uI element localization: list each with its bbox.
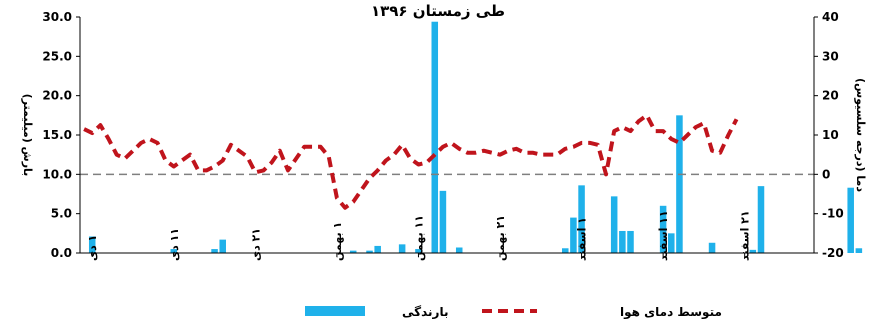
precipitation-bar: [366, 250, 373, 253]
y-tick-left-label: 30.0: [42, 10, 72, 24]
y-tick-right-label: 20: [822, 89, 839, 103]
x-tick-label: ۱۱ اسفند: [657, 210, 670, 261]
y-tick-right-label: -20: [822, 246, 844, 260]
precipitation-bar: [439, 190, 447, 253]
precipitation-bar: [619, 230, 626, 253]
temperature-series-line: [83, 113, 739, 210]
precipitation-bar: [398, 244, 406, 253]
legend-bar-swatch: [305, 306, 365, 316]
precipitation-bar: [455, 247, 463, 253]
precipitation-bar: [855, 248, 863, 253]
y-tick-left-label: 5.0: [51, 207, 72, 221]
y-tick-left-label: 25.0: [42, 49, 72, 63]
precipitation-bar: [415, 249, 422, 253]
precipitation-bar: [578, 185, 585, 253]
precipitation-bar: [668, 233, 675, 253]
x-tick-label: ۱ اسفند: [576, 217, 589, 261]
precipitation-bar: [170, 249, 178, 253]
x-tick-label: ۲۱ اسفند: [739, 210, 752, 261]
x-tick-label: ۱ دی: [86, 235, 99, 261]
y-tick-left-label: 0.0: [51, 246, 72, 260]
x-tick-label: ۲۱ بهمن: [494, 215, 507, 261]
precipitation-bar: [374, 245, 381, 253]
legend-bar-label: بارندگی: [402, 305, 448, 319]
y-tick-right-label: -10: [822, 207, 844, 221]
precipitation-bar: [749, 249, 757, 253]
precipitation-bar: [561, 248, 569, 253]
precipitation-bar: [627, 230, 634, 253]
y-tick-right-label: 10: [822, 128, 839, 142]
x-tick-label: ۱ بهمن: [331, 222, 344, 261]
y-tick-right-label: 0: [822, 167, 830, 181]
precipitation-bar: [211, 249, 218, 253]
y-tick-left-label: 20.0: [42, 89, 72, 103]
chart-title: طی زمستان ۱۳۹۶: [371, 2, 505, 20]
y-tick-right-label: 30: [822, 49, 839, 63]
precipitation-bar: [610, 196, 618, 253]
precipitation-bar: [659, 205, 667, 253]
precipitation-bar: [676, 115, 683, 253]
precipitation-bar: [757, 186, 765, 253]
precipitation-bar: [88, 236, 96, 253]
y-tick-left-label: 15.0: [42, 128, 72, 142]
precipitation-bar: [349, 250, 357, 253]
y-axis-right-label: دما (درجه سلسیوس): [854, 78, 867, 192]
precipitation-bar: [431, 21, 439, 253]
y-axis-left-label: بارش (میلیمتر): [21, 94, 34, 177]
x-tick-label: ۱۱ بهمن: [412, 215, 425, 261]
precipitation-bar: [219, 239, 226, 253]
x-tick-label: ۱۱ دی: [168, 228, 181, 261]
legend-line-label: متوسط دمای هوا: [620, 305, 722, 320]
precipitation-bar: [708, 242, 716, 253]
x-tick-label: ۲۱ دی: [249, 228, 262, 261]
precipitation-bar: [847, 187, 854, 253]
y-tick-right-label: 40: [822, 10, 839, 24]
legend: بارندگی متوسط دمای هوا: [305, 305, 722, 320]
y-tick-left-label: 10.0: [42, 167, 72, 181]
precipitation-bar: [570, 217, 577, 253]
